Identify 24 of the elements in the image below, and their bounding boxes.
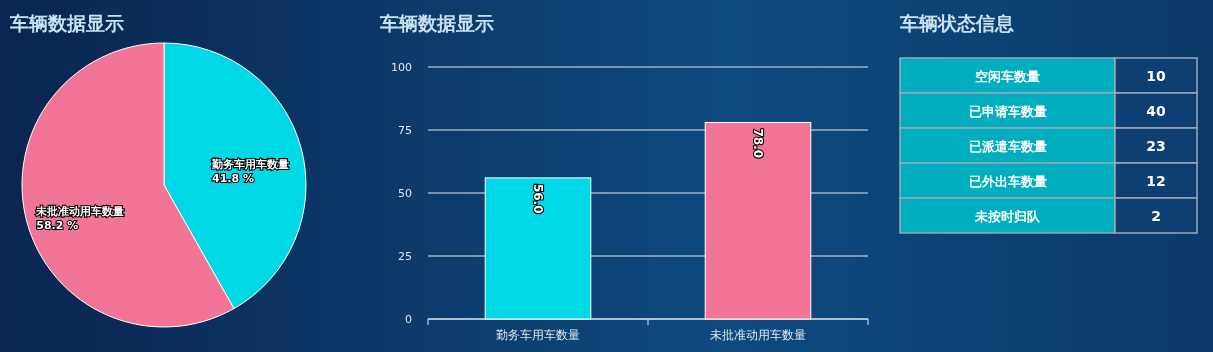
y-tick-label: 100 [391, 61, 412, 74]
data-label: 40 [1146, 103, 1166, 119]
category-label: 已外出车数量 [968, 174, 1047, 189]
y-tick-label: 0 [405, 313, 412, 326]
category-label: 空闲车数量 [975, 69, 1040, 84]
data-label: 41.8 % [212, 172, 255, 186]
y-tick-label: 50 [398, 187, 412, 200]
category-label: 已派遣车数量 [968, 139, 1047, 154]
chart-title: 车辆数据显示 [9, 12, 124, 34]
data-label: 58.2 % [36, 218, 79, 232]
data-label: 10 [1146, 68, 1166, 84]
data-label: 2 [1151, 208, 1161, 224]
y-tick-label: 75 [398, 124, 412, 137]
y-tick-label: 25 [398, 250, 412, 263]
data-label: 56.0 [531, 183, 545, 214]
data-label: 23 [1146, 138, 1166, 154]
data-label: 78.0 [751, 128, 765, 159]
chart-title: 车辆数据显示 [379, 12, 494, 34]
category-label: 未按时归队 [974, 209, 1041, 224]
slice-label: 勤务车用车数量 [211, 158, 290, 172]
slice-label: 未批准动用车数量 [35, 204, 125, 218]
category-label: 已申请车数量 [968, 104, 1047, 119]
text: 车辆状态信息 [899, 12, 1014, 34]
data-label: 12 [1146, 173, 1166, 189]
